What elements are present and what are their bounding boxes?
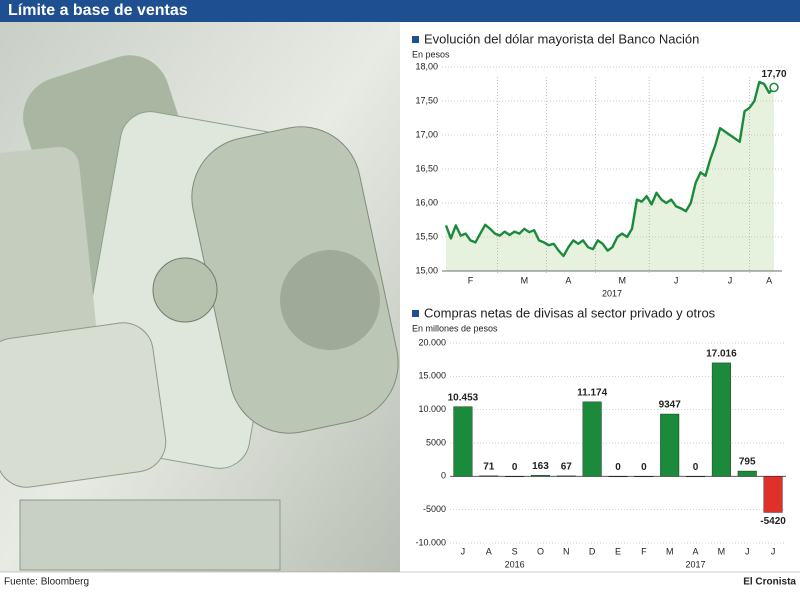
y-tick-label: 18,00	[415, 61, 438, 71]
y-tick-label: 16,00	[415, 197, 438, 207]
bar	[711, 362, 731, 477]
y-tick-label: 15,50	[415, 231, 438, 241]
x-tick-label: O	[537, 546, 544, 556]
chart-title: Evolución del dólar mayorista del Banco …	[424, 31, 699, 46]
x-tick-label: N	[563, 546, 570, 556]
value-label: 67	[561, 462, 573, 473]
x-tick-label: S	[512, 546, 518, 556]
x-tick-label: D	[589, 546, 596, 556]
x-tick-label: J	[674, 275, 679, 285]
bar	[737, 470, 757, 477]
bar	[582, 401, 602, 477]
x-tick-label: J	[461, 546, 466, 556]
value-label: 0	[693, 462, 699, 473]
title-marker	[412, 36, 419, 43]
source: Fuente: Bloomberg	[4, 577, 89, 588]
y-tick-label: -5000	[423, 504, 446, 514]
x-tick-label: E	[615, 546, 621, 556]
bar	[505, 476, 525, 478]
value-label: 163	[532, 461, 549, 472]
value-label: 0	[615, 462, 621, 473]
header-bar	[0, 0, 800, 22]
bar	[660, 413, 680, 477]
bar	[763, 476, 783, 513]
x-tick-label: M	[521, 275, 529, 285]
y-tick-label: 15.000	[418, 371, 446, 381]
y-tick-label: 16,50	[415, 163, 438, 173]
x-group-label: 2016	[505, 559, 525, 569]
value-label: 9347	[659, 400, 682, 411]
chart-subtitle: En millones de pesos	[412, 323, 498, 333]
value-label: 17.016	[706, 349, 737, 360]
area	[446, 82, 774, 271]
x-tick-label: A	[565, 275, 571, 285]
y-tick-label: 5000	[426, 437, 446, 447]
value-label: 0	[641, 462, 647, 473]
x-axis-label: 2017	[602, 288, 622, 298]
brand: El Cronista	[743, 577, 796, 588]
bar	[453, 406, 473, 477]
y-tick-label: 0	[441, 471, 446, 481]
value-label: 11.174	[577, 387, 607, 398]
end-marker	[769, 82, 779, 93]
x-tick-label: J	[728, 275, 733, 285]
value-label: -5420	[760, 516, 786, 527]
x-tick-label: J	[771, 546, 776, 556]
value-label: 10.453	[448, 392, 479, 403]
y-tick-label: 10.000	[418, 404, 446, 414]
bar	[530, 475, 550, 477]
x-group-label: 2017	[686, 559, 706, 569]
bar	[479, 475, 499, 477]
y-tick-label: 20.000	[418, 337, 446, 347]
y-tick-label: 17,50	[415, 95, 438, 105]
value-label: 71	[483, 462, 495, 473]
bar	[556, 475, 576, 477]
bar	[634, 476, 654, 478]
chart-subtitle: En pesos	[412, 49, 450, 59]
photo	[0, 22, 400, 572]
x-tick-label: M	[666, 546, 674, 556]
x-tick-label: F	[641, 546, 647, 556]
chart-title: Compras netas de divisas al sector priva…	[424, 305, 716, 320]
y-tick-label: 17,00	[415, 129, 438, 139]
y-tick-label: -10.000	[415, 537, 446, 547]
title-marker	[412, 310, 419, 317]
x-tick-label: M	[718, 546, 726, 556]
line	[444, 80, 775, 258]
x-tick-label: M	[618, 275, 626, 285]
x-tick-label: A	[486, 546, 492, 556]
bar	[608, 476, 628, 478]
x-tick-label: F	[468, 275, 474, 285]
value-label: 0	[512, 462, 518, 473]
x-tick-label: A	[766, 275, 772, 285]
value-label: 17,70	[761, 69, 786, 80]
y-tick-label: 15,00	[415, 265, 438, 275]
x-tick-label: A	[693, 546, 699, 556]
x-tick-label: J	[745, 546, 750, 556]
value-label: 795	[739, 457, 756, 468]
bar	[686, 476, 706, 478]
header-title: Límite a base de ventas	[8, 2, 188, 19]
